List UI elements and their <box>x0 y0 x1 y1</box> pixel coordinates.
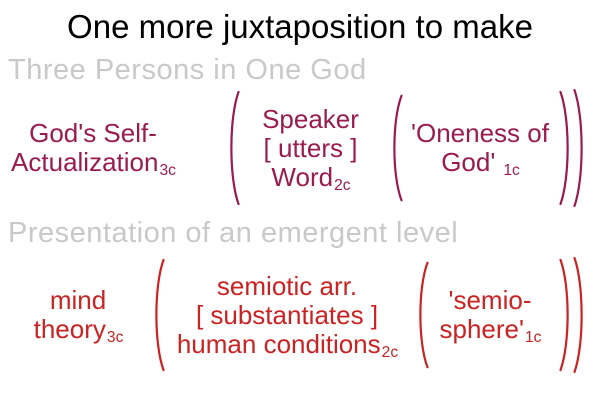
firstness-term-1: 'Oneness of God' 1c <box>406 118 554 179</box>
term-line: 'semio- <box>448 285 532 315</box>
term-line: sphere' <box>439 314 524 344</box>
close-paren-icon <box>556 257 576 373</box>
open-paren-icon <box>412 260 432 370</box>
secondness-term-2: semiotic arr. [ substantiates ] human co… <box>168 270 406 361</box>
subscript: 3c <box>106 329 124 346</box>
term-line: semiotic arr. <box>216 270 358 301</box>
subscript: 1c <box>524 329 542 346</box>
open-paren-icon <box>223 89 243 207</box>
secondness-term-1: Speaker [ utters ] Word2c <box>243 103 378 194</box>
term-line: [ substantiates ] <box>195 299 379 330</box>
term-line: God' <box>441 147 496 177</box>
term-line: Speaker <box>262 103 359 134</box>
juxtaposition-row-2: mind theory3c semiotic arr. [ substantia… <box>8 255 596 375</box>
close-paren-icon <box>570 87 590 209</box>
thirdness-term-2: mind theory3c <box>8 285 148 346</box>
close-paren-icon <box>570 255 590 375</box>
subscript: 2c <box>381 343 399 361</box>
subscript: 3c <box>159 162 176 179</box>
firstness-term-2: 'semio- sphere'1c <box>432 285 548 346</box>
section-heading-2: Presentation of an emergent level <box>8 217 459 249</box>
close-paren-icon <box>556 89 576 207</box>
term-line: theory <box>33 314 106 344</box>
subscript: 2c <box>334 176 351 194</box>
subscript: 1c <box>503 162 520 179</box>
open-paren-icon <box>148 257 168 373</box>
term-line: human conditions <box>176 328 381 359</box>
term-line: 'Oneness of <box>411 118 549 148</box>
term-line: mind <box>49 285 107 315</box>
term-line: God's Self- <box>29 118 157 148</box>
term-line: Actualization <box>11 147 159 177</box>
juxtaposition-row-1: God's Self- Actualization3c Speaker [ ut… <box>8 88 596 208</box>
open-paren-icon <box>386 93 406 203</box>
term-line: Word <box>271 161 334 192</box>
term-line: [ utters ] <box>263 132 358 163</box>
slide-title: One more juxtaposition to make <box>67 8 533 45</box>
section-heading-1: Three Persons in One God <box>8 54 367 86</box>
thirdness-term-1: God's Self- Actualization3c <box>8 118 178 179</box>
